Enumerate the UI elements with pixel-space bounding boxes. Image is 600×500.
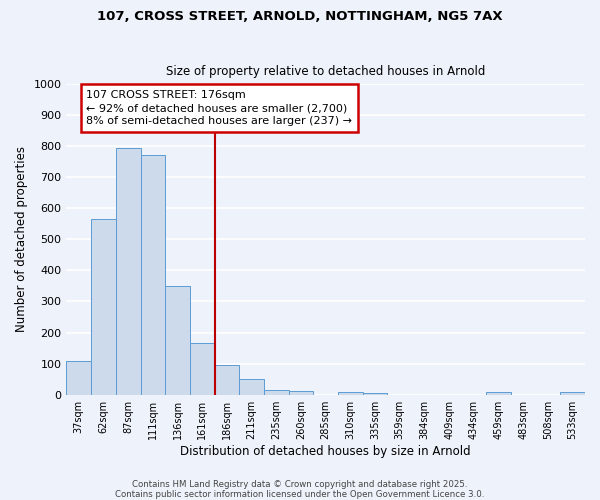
Y-axis label: Number of detached properties: Number of detached properties (15, 146, 28, 332)
Text: 107, CROSS STREET, ARNOLD, NOTTINGHAM, NG5 7AX: 107, CROSS STREET, ARNOLD, NOTTINGHAM, N… (97, 10, 503, 23)
Bar (215, 365, 239, 394)
X-axis label: Distribution of detached houses by size in Arnold: Distribution of detached houses by size … (181, 444, 471, 458)
Bar (560, 392, 585, 394)
Bar (289, 391, 313, 394)
Bar (116, 148, 140, 394)
Bar (91, 219, 116, 394)
Title: Size of property relative to detached houses in Arnold: Size of property relative to detached ho… (166, 66, 485, 78)
Bar (338, 392, 363, 394)
Bar (140, 156, 165, 394)
Bar (264, 390, 289, 394)
Bar (190, 344, 215, 394)
Bar (67, 360, 91, 394)
Text: 107 CROSS STREET: 176sqm
← 92% of detached houses are smaller (2,700)
8% of semi: 107 CROSS STREET: 176sqm ← 92% of detach… (86, 90, 352, 126)
Bar (363, 393, 388, 394)
Text: Contains HM Land Registry data © Crown copyright and database right 2025.: Contains HM Land Registry data © Crown c… (132, 480, 468, 489)
Bar (239, 378, 264, 394)
Bar (486, 392, 511, 394)
Text: Contains public sector information licensed under the Open Government Licence 3.: Contains public sector information licen… (115, 490, 485, 499)
Bar (165, 286, 190, 395)
